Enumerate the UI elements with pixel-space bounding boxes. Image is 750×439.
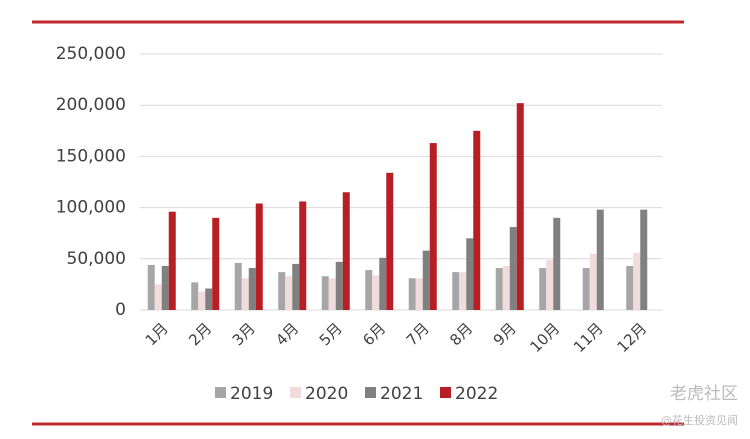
legend-label: 2022 [455,384,498,404]
legend-label: 2019 [230,384,273,404]
bar [452,272,460,310]
y-tick-label: 200,000 [56,95,126,115]
bar [502,265,510,310]
bar [429,143,437,310]
x-tick-label: 7月 [403,319,433,349]
watermark: 老虎社区 [670,384,738,404]
legend-swatch [365,387,376,398]
bar [198,291,206,310]
bar [255,203,263,310]
bar [342,192,350,310]
x-tick-label: 10月 [526,319,563,356]
y-tick-label: 150,000 [56,146,126,166]
bar [212,217,220,310]
bar [459,272,467,310]
legend-swatch [440,387,451,398]
legend-label: 2020 [305,384,348,404]
legend-label: 2021 [380,384,423,404]
bar [596,209,604,310]
bar [328,278,336,310]
x-tick-label: 12月 [613,319,650,356]
x-tick-label: 9月 [490,319,520,349]
bar [168,211,176,310]
bar [335,261,343,310]
y-tick-label: 250,000 [56,44,126,64]
bar [408,278,416,310]
bar [321,276,329,310]
bar [285,276,293,310]
bar [292,263,300,310]
bar [365,270,373,310]
bar [161,265,169,310]
bar [379,257,387,310]
bar [582,268,590,310]
bar [191,282,199,310]
bar [633,252,641,310]
x-tick-label: 8月 [446,319,476,349]
x-tick-label: 5月 [316,319,346,349]
bar [147,264,155,310]
y-tick-label: 0 [115,300,126,320]
bar [386,172,394,310]
bar [422,250,430,310]
x-tick-label: 1月 [142,319,172,349]
bar [516,103,524,310]
bar [640,209,648,310]
bar [278,272,286,310]
bar [553,217,561,310]
bar [205,288,213,310]
bar [509,227,517,310]
x-tick-label: 6月 [359,319,389,349]
bar [546,259,554,310]
bar [248,268,256,310]
x-tick-label: 4月 [272,319,302,349]
x-tick-label: 2月 [185,319,215,349]
y-tick-label: 50,000 [67,249,126,269]
bar [299,201,307,310]
bar [473,130,481,310]
bar [234,262,242,310]
x-tick-label: 3月 [229,319,259,349]
bar [539,268,547,310]
bar [241,278,249,310]
bar [466,238,474,310]
watermark: @花生投资见闻 [661,413,738,427]
bar [372,275,380,310]
bar [495,268,503,310]
bar [415,278,423,310]
bar [154,284,162,310]
legend-swatch [215,387,226,398]
bar [626,265,634,310]
legend-swatch [290,387,301,398]
bar [589,253,597,310]
y-tick-label: 100,000 [56,198,126,218]
x-tick-label: 11月 [570,319,607,356]
